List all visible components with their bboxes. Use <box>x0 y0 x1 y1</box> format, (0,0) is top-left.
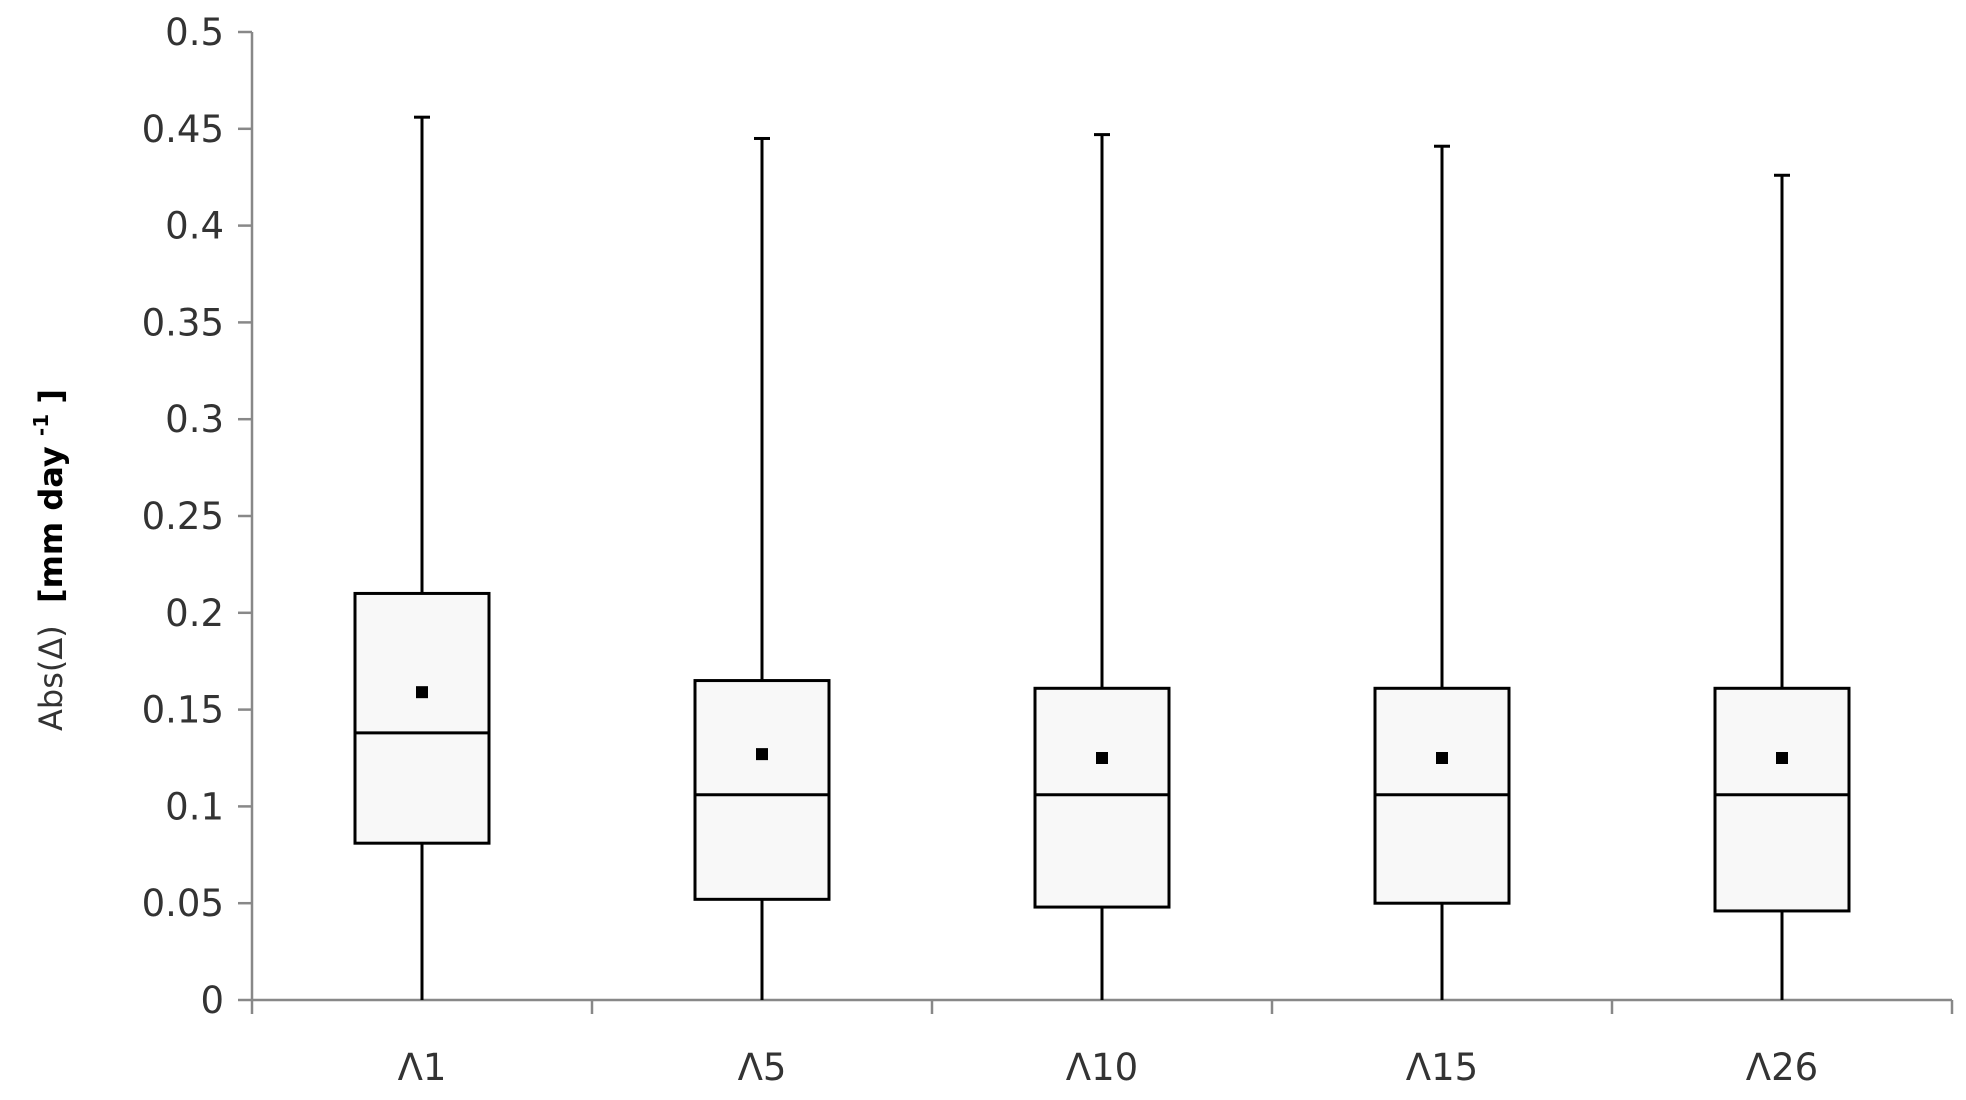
y-tick-label: 0.25 <box>142 495 224 538</box>
iqr-box <box>1713 686 1851 913</box>
mean-marker <box>1096 752 1108 764</box>
y-tick-label: 0.35 <box>142 301 224 344</box>
x-axis: Λ1 Λ5 Λ10 Λ15 Λ26 <box>250 998 1954 1089</box>
y-tick-label: 0.15 <box>142 689 224 732</box>
box-item <box>1373 144 1511 1000</box>
x-category-label: Λ26 <box>1746 1046 1818 1089</box>
y-axis-label: Abs(Δ) [mm day -1 ] <box>18 389 70 731</box>
box-item <box>1033 133 1171 1000</box>
y-tick-label: 0.3 <box>165 398 224 441</box>
y-axis-label-main: Abs(Δ) <box>32 625 70 731</box>
x-category-label: Λ15 <box>1406 1046 1478 1089</box>
x-category-label: Λ1 <box>398 1046 447 1089</box>
iqr-box <box>353 591 491 845</box>
box-series <box>353 115 1851 1000</box>
iqr-box <box>1033 686 1171 909</box>
box-item <box>693 136 831 1000</box>
mean-marker <box>756 748 768 761</box>
box-item <box>1713 173 1851 1000</box>
x-category-label: Λ5 <box>738 1046 787 1089</box>
y-tick-label: 0 <box>200 979 224 1022</box>
box-item <box>353 115 491 1000</box>
y-tick-label: 0.2 <box>165 592 224 635</box>
y-axis-label-unit-close: ] <box>32 389 70 404</box>
y-tick-label: 0.4 <box>165 205 224 248</box>
iqr-box <box>693 679 831 901</box>
mean-marker <box>1436 752 1448 764</box>
y-axis-label-unit: [mm day <box>32 446 70 603</box>
mean-marker <box>416 686 428 699</box>
y-axis: 0 0.05 0.1 0.15 0.2 0.25 0.3 0.35 0.4 0.45 0.5 <box>142 11 254 1022</box>
y-axis-label-unit-exp: -1 <box>29 414 53 436</box>
y-tick-label: 0.45 <box>142 108 224 151</box>
y-tick-label: 0.05 <box>142 882 224 925</box>
x-category-label: Λ10 <box>1066 1046 1138 1089</box>
mean-marker <box>1776 752 1788 764</box>
y-tick-label: 0.5 <box>165 11 224 54</box>
y-tick-label: 0.1 <box>165 785 224 828</box>
